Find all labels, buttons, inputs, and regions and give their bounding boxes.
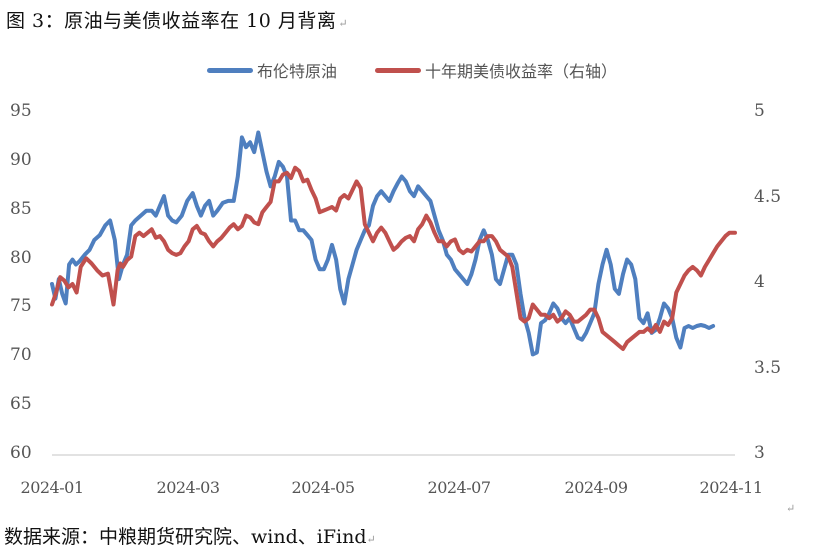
y-left-tick: 65 xyxy=(10,394,32,415)
y-left-tick: 85 xyxy=(10,198,32,219)
source-note: 数据来源：中粮期货研究院、wind、iFind↵ xyxy=(4,522,376,549)
x-tick: 2024-01 xyxy=(20,478,84,497)
y-right-tick: 5 xyxy=(754,101,765,121)
y-right-tick: 3 xyxy=(754,443,765,463)
legend: 布伦特原油 十年期美债收益率（右轴） xyxy=(0,58,824,82)
y-left-tick: 70 xyxy=(10,345,32,366)
y-left-tick: 60 xyxy=(10,443,32,463)
chart-title-text: 图 3：原油与美债收益率在 10 月背离 xyxy=(6,10,337,32)
legend-swatch-ust10y xyxy=(375,67,421,73)
x-tick: 2024-09 xyxy=(564,478,628,497)
y-left-tick: 80 xyxy=(10,247,32,268)
y-right-tick: 4.5 xyxy=(754,186,782,207)
series-line-brent xyxy=(50,130,716,357)
paragraph-mark: ↵ xyxy=(786,502,796,515)
series-line-ust10y xyxy=(50,165,737,351)
legend-swatch-brent xyxy=(206,67,253,73)
legend-item-brent: 布伦特原油 xyxy=(206,58,337,82)
paragraph-mark: ↵ xyxy=(366,533,376,546)
legend-label-brent: 布伦特原油 xyxy=(256,62,337,81)
y-left-tick: 75 xyxy=(10,296,32,317)
y-left-tick: 90 xyxy=(10,149,32,170)
legend-label-ust10y: 十年期美债收益率（右轴） xyxy=(425,62,618,81)
y-right-tick: 4 xyxy=(754,272,765,292)
chart-title: 图 3：原油与美债收益率在 10 月背离 ↵ xyxy=(6,6,348,33)
paragraph-mark: ↵ xyxy=(338,17,349,30)
x-tick: 2024-05 xyxy=(291,478,355,497)
y-right-tick: 3.5 xyxy=(754,357,782,378)
y-left-tick: 95 xyxy=(10,101,32,121)
x-tick: 2024-03 xyxy=(156,478,220,497)
x-tick: 2024-11 xyxy=(699,478,763,497)
source-text: 数据来源：中粮期货研究院、wind、iFind xyxy=(4,526,367,548)
legend-item-ust10y: 十年期美债收益率（右轴） xyxy=(375,58,617,82)
x-tick: 2024-07 xyxy=(427,478,491,497)
